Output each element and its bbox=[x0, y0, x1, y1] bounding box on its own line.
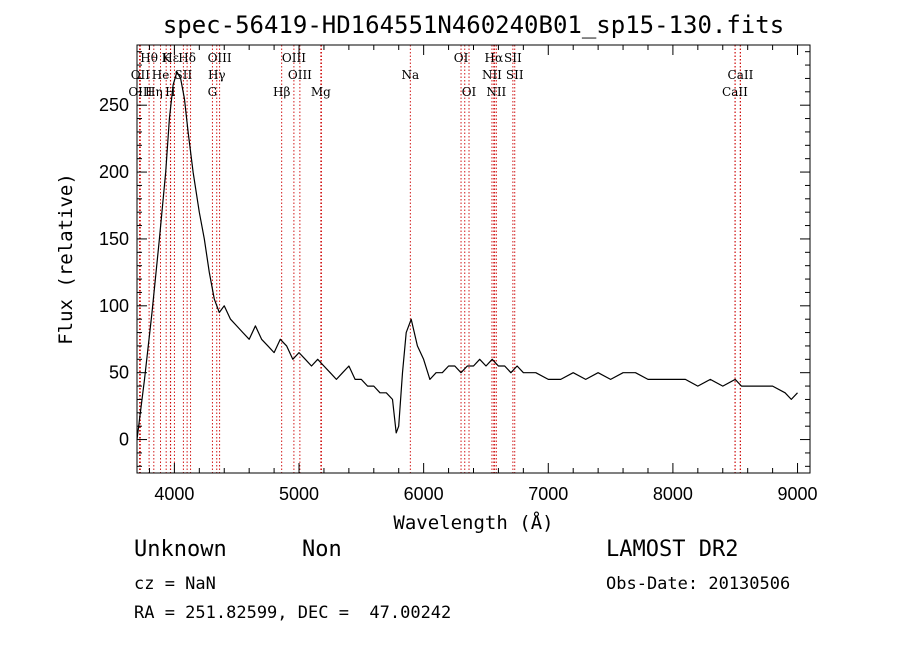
survey-label: LAMOST DR2 bbox=[606, 537, 739, 562]
x-tick-label: 5000 bbox=[279, 484, 319, 504]
line-label: Na bbox=[401, 68, 419, 82]
y-tick-label: 0 bbox=[119, 430, 129, 450]
coordinates-label: RA = 251.82599, DEC = 47.00242 bbox=[134, 603, 452, 623]
spectrum-line bbox=[136, 71, 798, 440]
line-label: G bbox=[208, 85, 218, 99]
line-label: He bbox=[152, 68, 170, 82]
line-label: Hβ bbox=[273, 85, 290, 99]
line-label: NII bbox=[482, 68, 502, 82]
line-label: K bbox=[162, 51, 172, 65]
y-tick-label: 100 bbox=[99, 296, 129, 316]
line-label: Hη bbox=[145, 85, 163, 99]
line-label: OII bbox=[131, 68, 151, 82]
line-label: Hδ bbox=[178, 51, 196, 65]
line-label: CaII bbox=[728, 68, 754, 82]
y-tick-label: 50 bbox=[109, 363, 129, 383]
y-tick-label: 200 bbox=[99, 162, 129, 182]
line-label: Hα bbox=[485, 51, 504, 65]
line-label: Hθ bbox=[140, 51, 158, 65]
line-label: SII bbox=[506, 68, 524, 82]
line-label: OIII bbox=[282, 51, 306, 65]
line-label: Mg bbox=[311, 85, 331, 99]
y-tick-label: 250 bbox=[99, 95, 129, 115]
x-tick-label: 6000 bbox=[404, 484, 444, 504]
line-label: Hε bbox=[162, 51, 179, 65]
object-subclass: Non bbox=[302, 537, 342, 562]
chart-title: spec-56419-HD164551N460240B01_sp15-130.f… bbox=[163, 11, 784, 39]
x-tick-label: 9000 bbox=[778, 484, 818, 504]
redshift-label: cz = NaN bbox=[134, 574, 216, 594]
line-label: SII bbox=[175, 68, 193, 82]
y-tick-label: 150 bbox=[99, 229, 129, 249]
x-tick-label: 8000 bbox=[653, 484, 693, 504]
line-label: OIII bbox=[288, 68, 312, 82]
line-label: NII bbox=[486, 85, 506, 99]
x-tick-label: 4000 bbox=[154, 484, 194, 504]
y-axis-label: Flux (relative) bbox=[55, 173, 77, 345]
line-label: SII bbox=[504, 51, 522, 65]
line-label: CaII bbox=[722, 85, 748, 99]
line-label: OIII bbox=[208, 51, 232, 65]
object-class: Unknown bbox=[134, 537, 227, 562]
line-label: Hγ bbox=[208, 68, 226, 82]
x-tick-label: 7000 bbox=[528, 484, 568, 504]
line-label: H bbox=[165, 85, 175, 99]
x-axis-label: Wavelength (Å) bbox=[393, 511, 553, 534]
line-label: OI bbox=[462, 85, 477, 99]
line-label: OI bbox=[454, 51, 469, 65]
plot-frame bbox=[136, 44, 811, 474]
line-label: OIII bbox=[128, 85, 152, 99]
obs-date-label: Obs-Date: 20130506 bbox=[606, 574, 791, 594]
